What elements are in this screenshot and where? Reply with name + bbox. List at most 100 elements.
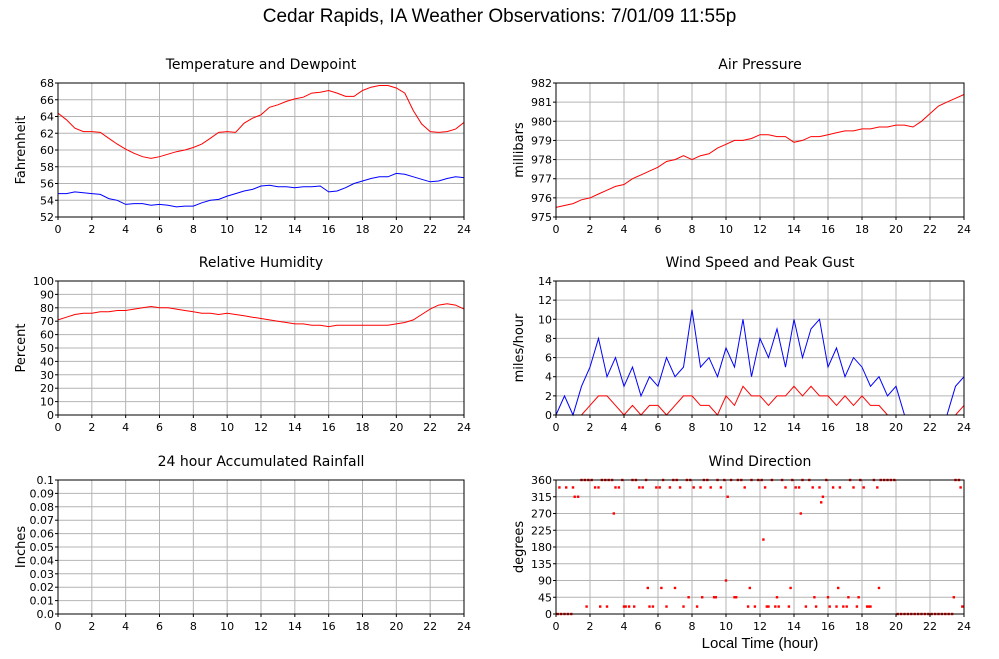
x-tick-label: 14 <box>787 223 801 236</box>
y-tick-label: 0.1 <box>37 474 55 487</box>
chart-title: Temperature and Dewpoint <box>165 57 357 73</box>
direction-point <box>869 605 872 608</box>
direction-point <box>627 605 631 608</box>
direction-point <box>784 486 787 489</box>
x-tick-label: 10 <box>719 223 733 236</box>
x-tick-label: 20 <box>389 421 403 434</box>
x-tick-label: 0 <box>553 620 560 633</box>
y-tick-label: 68 <box>40 77 54 90</box>
direction-point <box>961 605 964 608</box>
direction-point <box>692 486 695 489</box>
direction-point <box>646 586 649 590</box>
x-tick-label: 16 <box>322 223 336 236</box>
x-tick-label: 6 <box>655 223 662 236</box>
direction-point <box>665 605 668 608</box>
y-tick-label: 50 <box>40 342 54 355</box>
direction-point <box>774 605 777 608</box>
direction-point <box>573 495 576 498</box>
direction-point <box>762 538 765 541</box>
x-tick-label: 8 <box>190 620 197 633</box>
direction-point <box>857 596 860 599</box>
direction-point <box>633 605 636 608</box>
direction-point <box>837 586 840 590</box>
y-tick-label: 0.05 <box>30 541 55 554</box>
direction-point <box>585 605 588 608</box>
direction-point <box>847 596 850 599</box>
x-tick-label: 24 <box>457 223 471 236</box>
direction-point <box>789 586 792 590</box>
direction-point <box>668 486 672 489</box>
x-tick-label: 20 <box>389 620 403 633</box>
y-tick-label: 0.07 <box>30 514 55 527</box>
x-tick-label: 24 <box>457 620 471 633</box>
x-tick-label: 4 <box>122 421 129 434</box>
direction-point <box>775 596 779 599</box>
x-tick-label: 20 <box>889 620 903 633</box>
direction-point <box>777 605 780 608</box>
y-tick-label: 10 <box>40 396 54 409</box>
x-tick-label: 14 <box>288 223 302 236</box>
x-tick-label: 6 <box>156 421 163 434</box>
x-axis-caption: Local Time (hour) <box>701 635 819 652</box>
x-tick-label: 10 <box>220 620 234 633</box>
x-tick-label: 2 <box>587 223 594 236</box>
direction-point <box>714 596 717 599</box>
pressure-series-line-0 <box>555 94 965 208</box>
direction-point <box>622 605 626 608</box>
direction-point <box>855 605 859 608</box>
x-tick-label: 16 <box>821 421 835 434</box>
y-tick-label: 40 <box>40 355 54 368</box>
y-tick-label: 270 <box>531 508 552 521</box>
direction-point <box>687 596 690 599</box>
x-tick-label: 24 <box>457 421 471 434</box>
pressure-chart: 0 2 4 6 8 10 12 14 16 18 20 22 249759769779789799809… <box>512 57 971 236</box>
x-tick-label: 8 <box>190 421 197 434</box>
chart-title: Wind Speed and Peak Gust <box>666 255 855 271</box>
direction-point <box>838 486 842 489</box>
x-tick-label: 12 <box>753 223 767 236</box>
rh-chart: 0 2 4 6 8 10 12 14 16 18 20 22 240102030405060708090… <box>14 255 471 434</box>
direction-point <box>765 605 768 608</box>
x-tick-label: 6 <box>655 421 662 434</box>
y-axis-label: Percent <box>14 324 29 373</box>
y-tick-label: 981 <box>531 96 552 109</box>
y-tick-label: 90 <box>40 288 54 301</box>
direction-point <box>658 486 661 489</box>
x-tick-label: 24 <box>957 421 971 434</box>
y-tick-label: 0.06 <box>30 528 55 541</box>
y-tick-label: 90 <box>538 575 552 588</box>
chart-title: Wind Direction <box>709 454 812 470</box>
x-tick-label: 0 <box>55 620 62 633</box>
page-title: Cedar Rapids, IA Weather Observations: 7… <box>262 6 737 27</box>
direction-point <box>743 486 746 489</box>
y-tick-label: 360 <box>531 474 552 487</box>
direction-point <box>576 495 580 498</box>
y-tick-label: 977 <box>531 173 552 186</box>
temp-series-line-0 <box>57 85 465 159</box>
y-tick-label: 978 <box>531 154 552 167</box>
direction-point <box>826 596 830 599</box>
y-tick-label: 982 <box>531 77 552 90</box>
direction-point <box>673 586 677 590</box>
y-tick-label: 0 <box>47 409 54 422</box>
chart-title: Relative Humidity <box>199 255 323 271</box>
direction-point <box>558 486 561 489</box>
direction-point <box>712 596 716 599</box>
direction-point <box>571 486 575 489</box>
y-tick-label: 0.01 <box>30 595 55 608</box>
y-axis-label: millibars <box>512 122 527 178</box>
direction-point <box>813 596 816 599</box>
x-tick-label: 10 <box>719 620 733 633</box>
x-tick-label: 18 <box>356 223 370 236</box>
y-tick-label: 58 <box>40 161 54 174</box>
y-tick-label: 0.09 <box>30 487 55 500</box>
direction-point <box>748 586 751 590</box>
y-tick-label: 0.08 <box>30 501 55 514</box>
y-tick-label: 80 <box>40 302 54 315</box>
direction-point <box>709 486 712 489</box>
y-tick-label: 14 <box>538 275 552 288</box>
y-tick-label: 56 <box>40 178 54 191</box>
x-tick-label: 24 <box>957 620 971 633</box>
x-tick-label: 2 <box>88 620 95 633</box>
y-tick-label: 60 <box>40 144 54 157</box>
